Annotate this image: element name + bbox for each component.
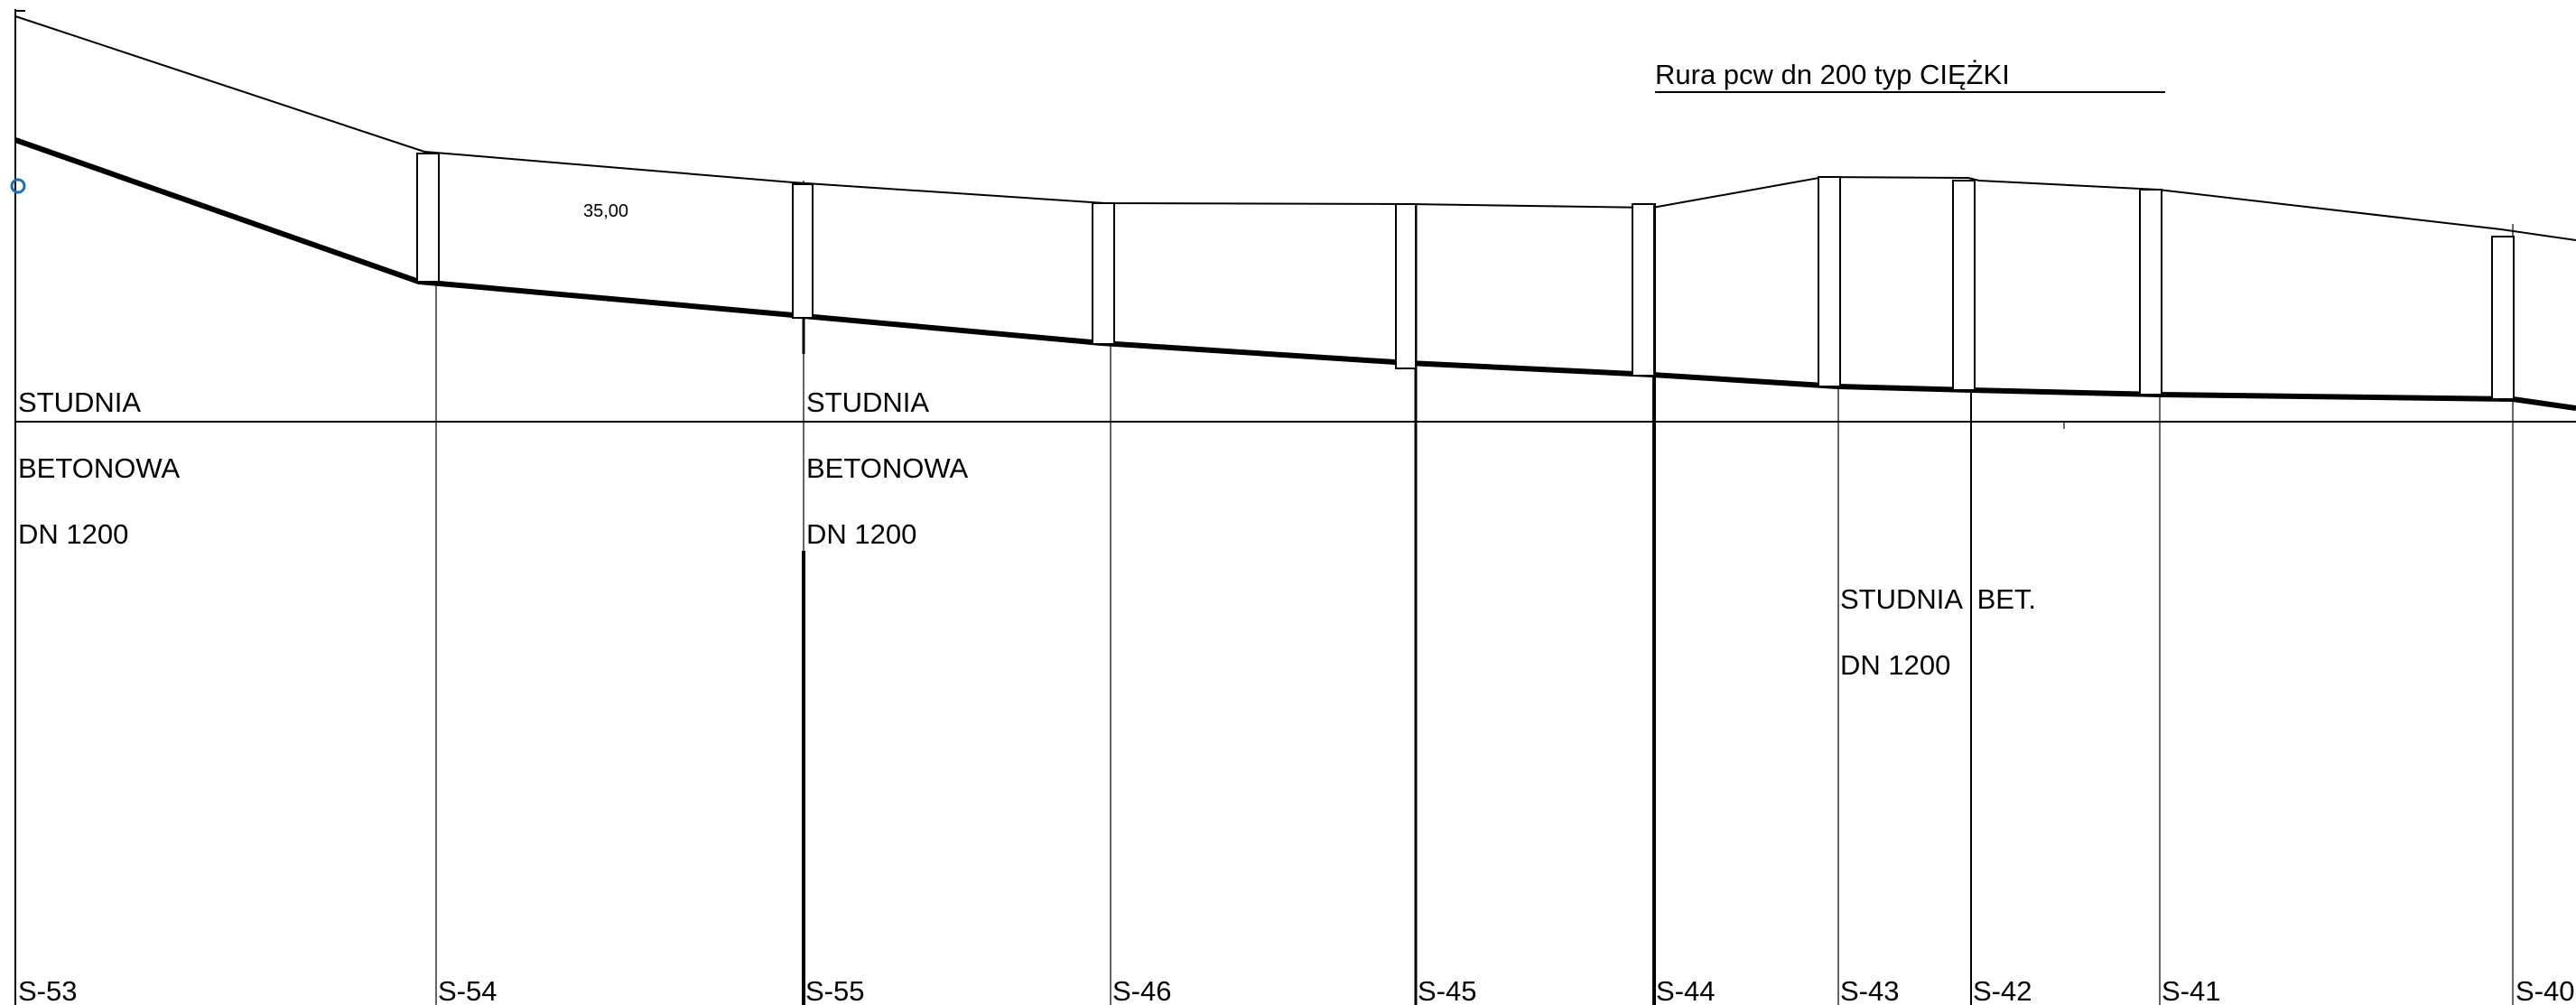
station-labels: S-53 S-54 S-55 S-46 S-45 S-44 S-43 S-42 … xyxy=(18,975,2574,1005)
station-label-s55: S-55 xyxy=(805,975,864,1005)
well-label-right-line1: STUDNIA BET. xyxy=(1840,583,2036,615)
pipe-note: Rura pcw dn 200 typ CIĘŻKI xyxy=(1655,59,2010,90)
station-label-s41: S-41 xyxy=(2162,975,2220,1005)
pipe-invert-line xyxy=(14,137,2576,411)
manhole-s45 xyxy=(1395,203,1417,369)
manhole-s55 xyxy=(792,183,814,319)
well-label-mid-line1: STUDNIA xyxy=(806,386,929,418)
manhole-s40 xyxy=(2491,236,2515,400)
station-label-s44: S-44 xyxy=(1656,975,1715,1005)
station-label-s43: S-43 xyxy=(1840,975,1899,1005)
station-lines xyxy=(435,154,2514,1005)
manholes xyxy=(416,153,2515,400)
manhole-s42 xyxy=(1952,180,1976,391)
station-label-s40: S-40 xyxy=(2516,975,2574,1005)
well-label-left: STUDNIA BETONOWA DN 1200 xyxy=(18,386,180,550)
manhole-s41 xyxy=(2139,189,2162,395)
manhole-s44 xyxy=(1632,203,1655,377)
well-label-right: STUDNIA BET. DN 1200 xyxy=(1840,583,2036,681)
start-marker xyxy=(10,178,26,194)
well-label-left-line3: DN 1200 xyxy=(18,518,128,550)
well-label-mid: STUDNIA BETONOWA DN 1200 xyxy=(806,386,968,550)
station-label-s53: S-53 xyxy=(18,975,77,1005)
station-label-s46: S-46 xyxy=(1112,975,1171,1005)
well-label-mid-line3: DN 1200 xyxy=(806,518,916,550)
manhole-s46 xyxy=(1092,202,1115,345)
station-label-s54: S-54 xyxy=(438,975,497,1005)
station-label-s45: S-45 xyxy=(1418,975,1476,1005)
station-label-s42: S-42 xyxy=(1973,975,2032,1005)
well-label-right-line2: DN 1200 xyxy=(1840,649,1950,681)
manhole-s43 xyxy=(1818,176,1841,387)
manhole-s54 xyxy=(416,153,440,283)
well-label-left-line1: STUDNIA xyxy=(18,386,141,418)
well-label-mid-line2: BETONOWA xyxy=(806,452,968,484)
segment-length: 35,00 xyxy=(583,201,628,221)
well-label-left-line2: BETONOWA xyxy=(18,452,180,484)
terrain-line xyxy=(14,15,2576,241)
